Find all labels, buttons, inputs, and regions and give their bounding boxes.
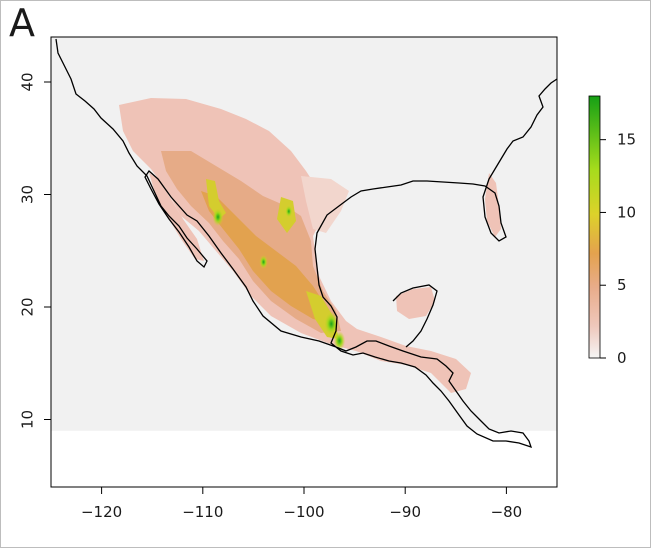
y-tick-label: 10 — [19, 410, 37, 429]
x-axis: −120 −110 −100 −90 −80 — [81, 487, 522, 521]
y-tick-label: 30 — [19, 185, 37, 204]
high-value-cell — [212, 207, 224, 227]
legend-tick-label: 15 — [617, 131, 636, 149]
high-value-cell — [259, 255, 268, 269]
raster-texas-edge — [301, 176, 349, 233]
color-legend: 0 5 10 15 — [588, 95, 636, 367]
panel-letter: A — [9, 1, 35, 45]
legend-ticks: 0 5 10 15 — [600, 131, 636, 367]
legend-tick-label: 5 — [617, 276, 627, 294]
legend-tick-label: 10 — [617, 203, 636, 221]
x-tick-label: −80 — [491, 503, 523, 521]
y-tick-label: 40 — [19, 72, 37, 91]
raster-yellow — [206, 179, 226, 219]
coastline — [55, 38, 557, 449]
legend-tick-label: 0 — [617, 349, 627, 367]
high-value-areas — [212, 205, 346, 351]
high-value-cell — [333, 331, 346, 351]
high-value-cell — [323, 311, 339, 337]
x-tick-label: −110 — [182, 503, 223, 521]
y-tick-label: 20 — [19, 297, 37, 316]
raster-yucatan — [396, 287, 435, 319]
x-tick-label: −120 — [81, 503, 122, 521]
x-tick-label: −90 — [389, 503, 421, 521]
x-tick-label: −100 — [283, 503, 324, 521]
high-value-cell — [285, 205, 293, 218]
legend-bar — [588, 95, 601, 359]
yucatan-outline — [392, 284, 438, 348]
y-axis: 10 20 30 40 — [19, 72, 51, 429]
raster-baja — [149, 173, 204, 261]
